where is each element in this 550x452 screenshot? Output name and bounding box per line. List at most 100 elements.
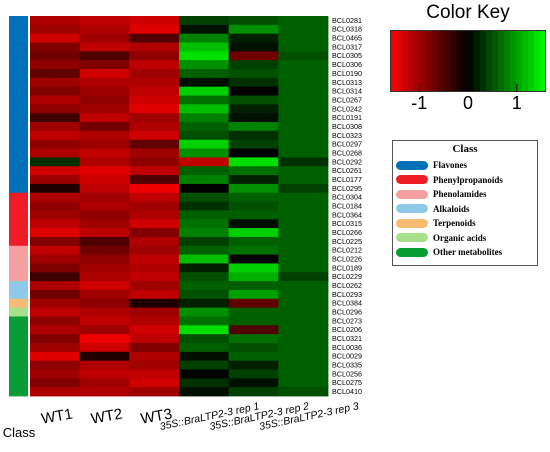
heatmap-cell	[129, 360, 180, 370]
heatmap-cell	[129, 183, 180, 194]
heatmap-cell	[79, 42, 130, 52]
heatmap-cell	[179, 351, 230, 362]
heatmap-cell	[79, 24, 130, 35]
row-label: BCL0384	[332, 299, 362, 308]
heatmap-cell	[79, 104, 130, 114]
row-label: BCL0273	[332, 316, 362, 325]
color-key-step	[438, 30, 445, 92]
color-key-step	[534, 30, 541, 92]
heatmap-cell	[179, 51, 230, 61]
heatmap-cell	[30, 228, 81, 238]
heatmap-cell	[179, 33, 230, 43]
class-bar-segment	[9, 139, 28, 149]
heatmap-cell	[30, 334, 81, 344]
row-label: BCL0267	[332, 95, 362, 104]
heatmap-cell	[129, 24, 180, 35]
heatmap-cell	[30, 307, 81, 317]
heatmap-cell	[30, 77, 81, 88]
class-bar-segment	[9, 325, 28, 335]
heatmap-cell	[30, 175, 81, 185]
heatmap-cell	[278, 316, 329, 326]
heatmap-cell	[30, 166, 81, 176]
heatmap-cell	[179, 369, 230, 379]
heatmap-cell	[228, 51, 279, 61]
heatmap-cell	[79, 316, 130, 326]
heatmap-cell	[79, 263, 130, 273]
heatmap-cell	[228, 316, 279, 326]
class-bar	[9, 16, 28, 397]
heatmap-cell	[30, 272, 81, 282]
heatmap-cell	[228, 298, 279, 309]
heatmap-cell	[278, 104, 329, 114]
row-label: BCL0036	[332, 343, 362, 352]
class-axis-label: Class	[3, 425, 36, 440]
heatmap-cell	[30, 325, 81, 335]
heatmap-cell	[79, 157, 130, 167]
color-key-step	[426, 30, 433, 92]
row-label: BCL0266	[332, 228, 362, 237]
color-key-step	[450, 30, 457, 92]
heatmap-cell	[129, 113, 180, 123]
color-key-step	[432, 30, 439, 92]
heatmap-cell	[129, 60, 180, 70]
heatmap-cell	[179, 95, 230, 105]
heatmap-cell	[30, 122, 81, 132]
class-bar-segment	[9, 104, 28, 114]
heatmap-cell	[278, 245, 329, 256]
heatmap-cell	[30, 148, 81, 158]
heatmap-cell	[278, 378, 329, 388]
heatmap-cell	[30, 157, 81, 167]
heatmap-cell	[228, 60, 279, 70]
heatmap-cell	[30, 263, 81, 273]
heatmap-cell	[278, 77, 329, 88]
heatmap-cell	[179, 192, 230, 202]
heatmap-cell	[179, 113, 230, 123]
heatmap-cell	[179, 130, 230, 141]
heatmap-cell	[79, 122, 130, 132]
heatmap-cell	[278, 360, 329, 370]
heatmap-cell	[278, 60, 329, 70]
heatmap-cell	[179, 122, 230, 132]
heatmap-cell	[228, 263, 279, 273]
heatmap-cell	[179, 139, 230, 149]
heatmap-cell	[79, 33, 130, 43]
class-bar-segment	[9, 289, 28, 300]
row-label: BCL0465	[332, 34, 362, 43]
heatmap-cell	[79, 307, 130, 317]
heatmap-cell	[228, 33, 279, 43]
legend-label: Phenolamides	[433, 189, 487, 199]
row-label: BCL0206	[332, 325, 362, 334]
color-key-step	[462, 30, 469, 92]
column-label: WT2	[90, 405, 124, 427]
class-bar-segment	[9, 86, 28, 96]
heatmap-cell	[129, 157, 180, 167]
heatmap-cell	[278, 148, 329, 158]
row-label: BCL0315	[332, 219, 362, 228]
heatmap-cell	[30, 139, 81, 149]
heatmap-cell	[79, 342, 130, 353]
heatmap-cell	[129, 378, 180, 388]
heatmap-cell	[30, 201, 81, 211]
heatmap-cell	[228, 210, 279, 220]
color-key-step	[528, 30, 535, 92]
heatmap-cell	[278, 183, 329, 194]
legend-item: Terpenoids	[396, 217, 476, 229]
heatmap-cell	[30, 254, 81, 264]
class-bar-segment	[9, 175, 28, 185]
heatmap-cell	[278, 113, 329, 123]
row-label: BCL0318	[332, 25, 362, 34]
color-key-tick-label: -1	[411, 93, 428, 113]
class-bar-segment	[9, 351, 28, 362]
heatmap-cell	[278, 95, 329, 105]
row-label: BCL0184	[332, 201, 362, 210]
row-label: BCL0321	[332, 334, 362, 343]
legend-label: Other metabolites	[433, 247, 503, 257]
color-key-step	[468, 30, 475, 92]
column-label: WT3	[139, 405, 173, 427]
legend-swatch	[396, 175, 428, 184]
class-bar-segment	[9, 60, 28, 70]
heatmap-cell	[278, 130, 329, 141]
class-bar-segment	[9, 95, 28, 105]
color-key-step	[414, 30, 421, 92]
